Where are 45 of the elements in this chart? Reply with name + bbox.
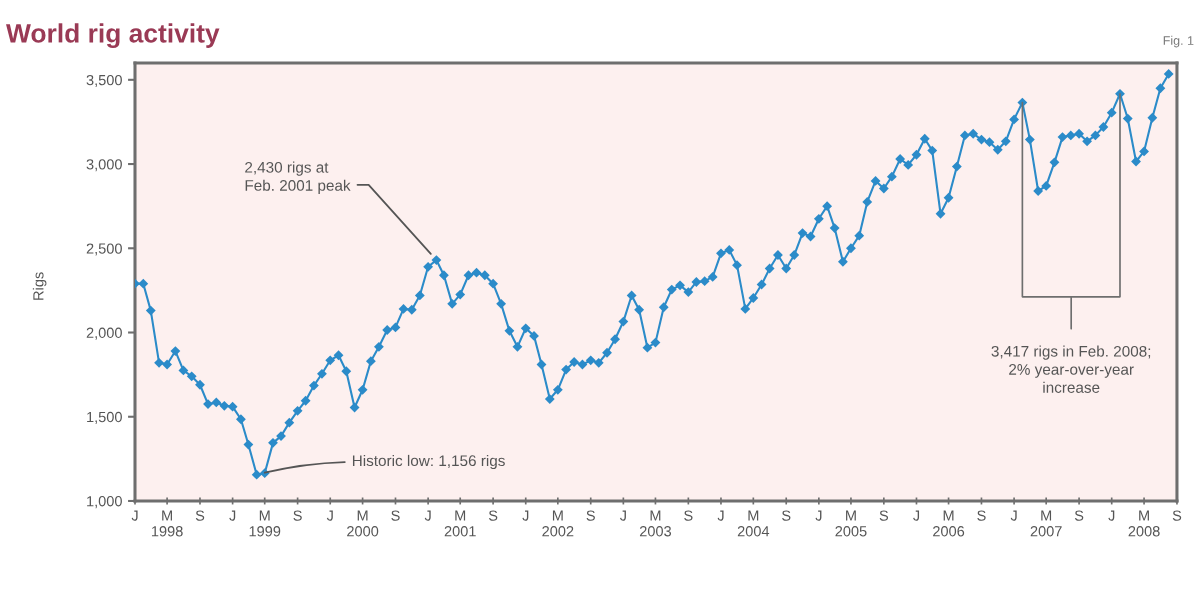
chart-title: World rig activity [6,23,220,48]
x-tick-label: S [1172,510,1182,521]
x-tick-label: S [293,510,302,521]
y-tick-label: 2,500 [86,243,122,256]
x-tick-label: J [424,510,431,521]
x-tick-label: M 2000 [347,510,379,537]
x-tick-label: M 2007 [1030,510,1062,537]
x-tick-label: J [717,510,724,521]
x-tick-label: M 1998 [151,510,183,537]
x-tick-label: J [1108,510,1115,521]
x-tick-label: M 2003 [639,510,672,537]
x-tick-label: S [488,510,498,521]
x-tick-label: J [1010,510,1017,521]
x-tick-label: J [619,510,626,521]
x-tick-label: J [522,510,529,521]
x-tick-label: S [586,510,595,521]
annotation: 3,417 rigs in Feb. 2008; 2% year-over-year increase [991,345,1151,393]
x-tick-label: S [1074,510,1084,521]
y-axis-title: Rigs [32,272,47,300]
caption: Fig. 1 [1163,35,1194,48]
x-tick-label: M 2005 [835,510,867,537]
x-tick-label: J [326,510,333,521]
x-tick-label: S [977,510,986,521]
x-tick-label: M 2006 [933,510,965,537]
y-tick-label: 1,500 [87,411,122,424]
x-tick-label: J [229,510,236,521]
x-tick-label: J [131,510,138,521]
x-tick-label: S [684,510,693,521]
y-tick-label: 3,500 [86,74,122,87]
x-tick-label: M 2001 [444,510,476,537]
x-tick-label: M 2004 [737,510,770,537]
x-tick-label: S [782,510,791,521]
x-tick-label: M 2008 [1128,510,1160,537]
x-tick-label: M 2002 [542,510,574,537]
annotation: Historic low: 1,156 rigs [352,454,505,470]
x-tick-label: S [879,510,889,521]
y-tick-label: 2,000 [86,327,122,340]
x-tick-label: S [391,510,400,521]
y-tick-label: 3,000 [86,159,122,172]
x-tick-label: J [815,510,822,521]
x-tick-label: J [913,510,920,521]
x-tick-label: M 1999 [249,510,281,537]
annotation: 2,430 rigs at Feb. 2001 peak [245,161,351,194]
x-tick-label: S [195,510,205,521]
y-tick-label: 1,000 [87,496,122,509]
